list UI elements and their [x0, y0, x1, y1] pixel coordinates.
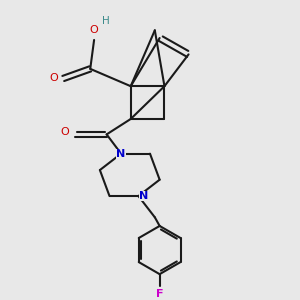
Text: H: H	[102, 16, 110, 26]
Text: O: O	[90, 25, 98, 35]
Text: N: N	[116, 149, 126, 159]
Text: O: O	[61, 127, 70, 136]
Text: N: N	[139, 191, 148, 201]
Text: O: O	[49, 74, 58, 83]
Text: F: F	[156, 290, 164, 299]
